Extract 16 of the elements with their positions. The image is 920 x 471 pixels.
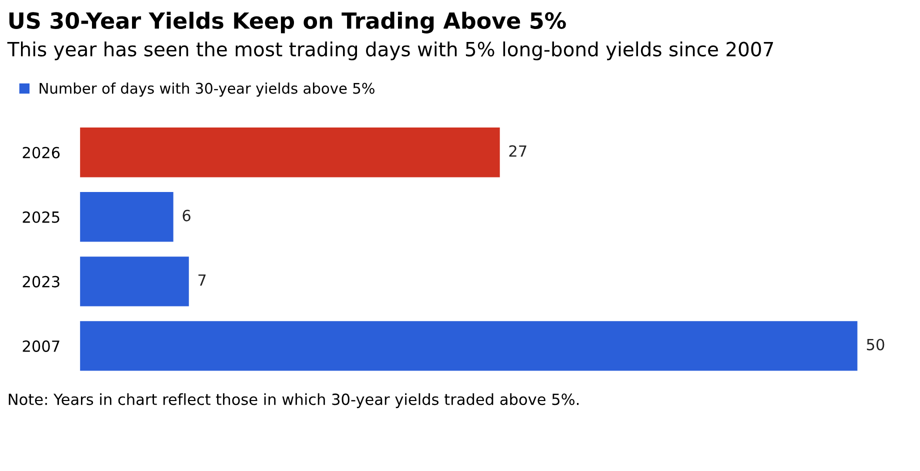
data-label: 50	[866, 338, 884, 350]
bar	[80, 192, 174, 242]
legend-label: Number of days with 30-year yields above 5%	[40, 82, 374, 97]
y-tick-label: 2026	[22, 146, 60, 158]
text: Note: Years in chart reflect those in which 30-year yields traded above 5%.	[8, 393, 579, 408]
y-tick-label: 2025	[22, 211, 60, 223]
y-tick-label: 2023	[22, 276, 60, 288]
bar	[80, 321, 858, 371]
data-label: 27	[509, 145, 526, 157]
data-label: 7	[198, 274, 206, 286]
chart-title: US 30-Year Yields Keep on Trading Above 5%	[9, 12, 566, 34]
bar	[80, 128, 500, 178]
bar	[80, 256, 189, 306]
data-label: 6	[182, 210, 190, 222]
y-tick-label: 2007	[22, 340, 60, 352]
chart-subtitle: This year has seen the most trading days with 5% long-bond yields since 2007	[7, 41, 773, 60]
